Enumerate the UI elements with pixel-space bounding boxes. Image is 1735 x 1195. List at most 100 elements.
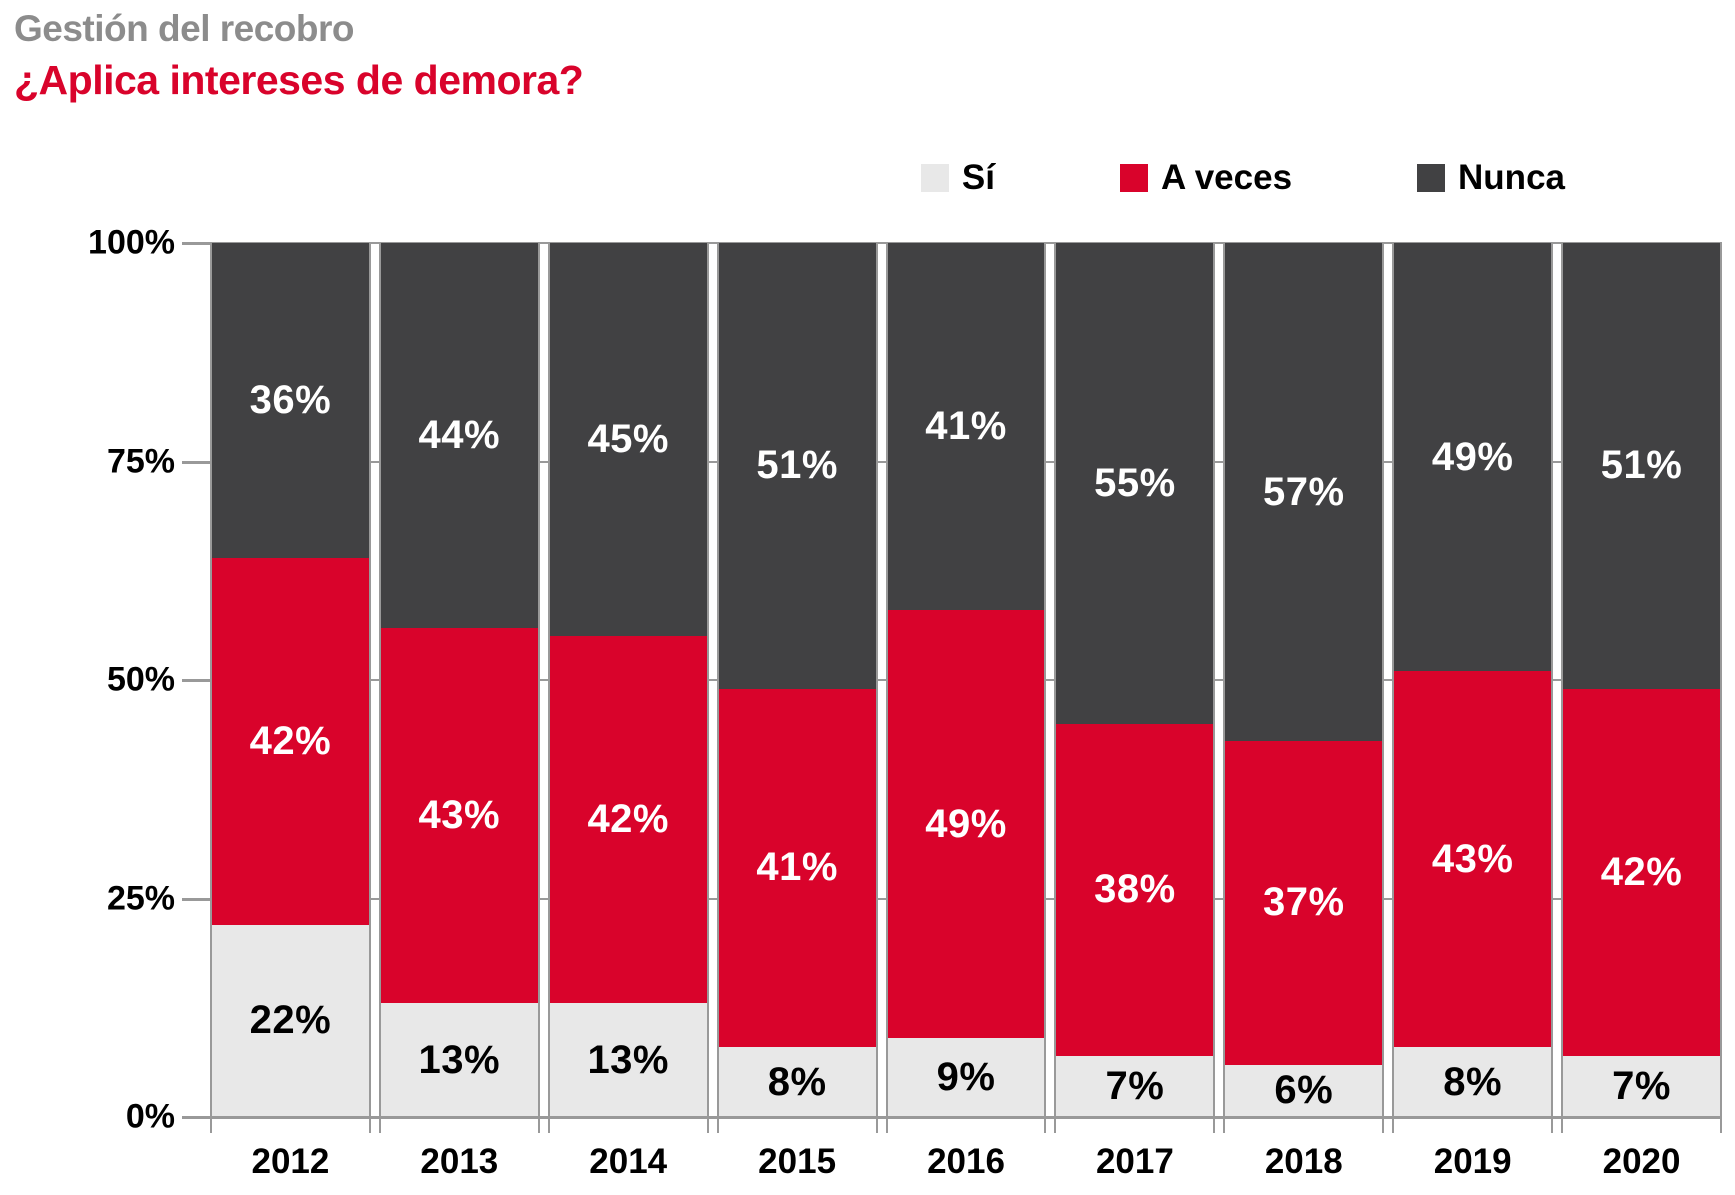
bar-value-label: 51% [756, 443, 838, 488]
chart-title: ¿Aplica intereses de demora? [14, 56, 584, 103]
bar-segment-nunca: 57% [1225, 243, 1383, 742]
bar-value-label: 6% [1274, 1068, 1334, 1113]
legend-item: Sí [920, 158, 995, 198]
bar-stack: 51% 41% 8% [718, 243, 876, 1117]
bar-segment-nunca: 49% [1394, 243, 1552, 672]
bar-segment-s-: 8% [718, 1047, 876, 1117]
y-tick [182, 242, 210, 245]
y-tick-label: 50% [106, 660, 175, 699]
bar-segment-s-: 8% [1394, 1047, 1552, 1117]
y-tick [182, 460, 210, 464]
chart-header: Gestión del recobro ¿Aplica intereses de… [14, 8, 584, 104]
bar-column: 51% 42% 7% [1561, 243, 1723, 1133]
bar-column: 45% 42% 13% [547, 243, 709, 1133]
chart-subtitle: Gestión del recobro [14, 8, 355, 49]
bar-column: 57% 37% 6% [1223, 243, 1385, 1133]
legend: Sí A veces Nunca [920, 158, 1565, 198]
bar-value-label: 57% [1263, 469, 1345, 514]
bar-column: 49% 43% 8% [1392, 243, 1554, 1133]
y-tick-label: 75% [106, 442, 175, 480]
x-axis-label: 2017 [1095, 1142, 1174, 1181]
bar-value-label: 51% [1600, 443, 1683, 488]
bar-segment-a-veces: 38% [1056, 723, 1214, 1056]
bar-segment-nunca: 51% [718, 243, 876, 689]
bar-value-label: 45% [587, 417, 669, 462]
bar-segment-s-: 7% [1056, 1055, 1214, 1117]
legend-label: A veces [1161, 158, 1293, 197]
bar-value-label: 13% [418, 1037, 501, 1082]
bar-value-label: 44% [418, 412, 501, 457]
bar-value-label: 49% [1431, 434, 1514, 479]
y-tick-label: 25% [106, 879, 175, 917]
bar-segment-a-veces: 43% [380, 627, 538, 1004]
bars-container: 36% 42% 22% 44% 43% 13% 45% 42% 13% 51% 41% 8% 41% 49… [210, 243, 1723, 1133]
legend-item: A veces [1120, 158, 1292, 198]
bar-value-label: 43% [1431, 836, 1514, 881]
bar-stack: 55% 38% 7% [1056, 243, 1214, 1117]
bar-segment-s-: 9% [887, 1038, 1045, 1117]
x-axis-label: 2016 [927, 1142, 1005, 1181]
bar-column: 55% 38% 7% [1054, 243, 1216, 1133]
bar-value-label: 38% [1094, 867, 1176, 912]
legend-swatch [1417, 164, 1446, 192]
bar-value-label: 22% [249, 998, 332, 1043]
bar-segment-nunca: 45% [549, 243, 707, 637]
bar-segment-a-veces: 43% [1394, 671, 1552, 1048]
bar-segment-s-: 6% [1225, 1064, 1383, 1117]
bar-segment-s-: 13% [549, 1003, 707, 1117]
bar-stack: 45% 42% 13% [549, 243, 707, 1117]
bar-segment-s-: 22% [212, 924, 369, 1117]
legend-label: Nunca [1458, 158, 1565, 197]
bar-stack: 51% 42% 7% [1563, 243, 1721, 1117]
bar-segment-a-veces: 41% [718, 688, 876, 1048]
bar-segment-nunca: 51% [1563, 243, 1721, 689]
y-tick [182, 1116, 210, 1119]
y-tick-label: 100% [88, 223, 175, 262]
x-axis-label: 2014 [589, 1142, 668, 1181]
bar-value-label: 8% [1443, 1059, 1503, 1104]
gridline [210, 1116, 1722, 1119]
bar-segment-a-veces: 37% [1225, 741, 1383, 1065]
bar-value-label: 7% [1105, 1063, 1165, 1108]
bar-segment-nunca: 36% [212, 243, 369, 558]
legend-label: Sí [961, 158, 995, 197]
bar-value-label: 9% [936, 1055, 996, 1100]
y-tick [182, 897, 210, 901]
bar-segment-a-veces: 42% [549, 636, 707, 1004]
bar-stack: 36% 42% 22% [212, 243, 369, 1117]
bar-value-label: 36% [249, 377, 332, 422]
legend-item: Nunca [1417, 158, 1565, 198]
x-axis-label: 2020 [1602, 1142, 1681, 1181]
bar-segment-a-veces: 49% [887, 610, 1045, 1039]
plot-area: 36% 42% 22% 44% 43% 13% 45% 42% 13% 51% 41% 8% 41% 49… [88, 224, 1723, 1136]
bar-stack: 41% 49% 9% [887, 243, 1045, 1117]
bar-stack: 57% 37% 6% [1225, 243, 1383, 1117]
legend-swatch [920, 164, 949, 192]
y-tick-label: 0% [125, 1097, 175, 1136]
bar-segment-nunca: 41% [887, 243, 1045, 611]
bar-value-label: 41% [925, 404, 1007, 449]
y-tick [182, 679, 210, 682]
bar-segment-nunca: 44% [380, 243, 538, 628]
bar-segment-a-veces: 42% [212, 557, 369, 925]
bar-column: 51% 41% 8% [716, 243, 878, 1133]
x-axis-labels: 2012 2013 2014 2015 2016 2017 2018 2019 2020 [210, 1132, 1722, 1182]
x-axis-label: 2015 [758, 1142, 837, 1181]
bar-column: 41% 49% 9% [885, 243, 1047, 1133]
bar-value-label: 13% [587, 1037, 669, 1082]
bar-column: 36% 42% 22% [210, 243, 371, 1133]
bar-value-label: 49% [925, 801, 1007, 846]
bar-value-label: 42% [249, 718, 332, 763]
bar-value-label: 37% [1263, 880, 1345, 925]
bar-stack: 49% 43% 8% [1394, 243, 1552, 1117]
x-axis-label: 2013 [420, 1142, 499, 1181]
bar-value-label: 41% [756, 845, 838, 890]
bar-value-label: 43% [418, 792, 501, 837]
bar-value-label: 55% [1094, 460, 1176, 505]
x-axis-label: 2018 [1264, 1142, 1343, 1181]
bar-segment-nunca: 55% [1056, 243, 1214, 724]
bar-segment-s-: 7% [1563, 1055, 1721, 1117]
x-axis-label: 2012 [251, 1142, 330, 1181]
bar-segment-a-veces: 42% [1563, 688, 1721, 1056]
